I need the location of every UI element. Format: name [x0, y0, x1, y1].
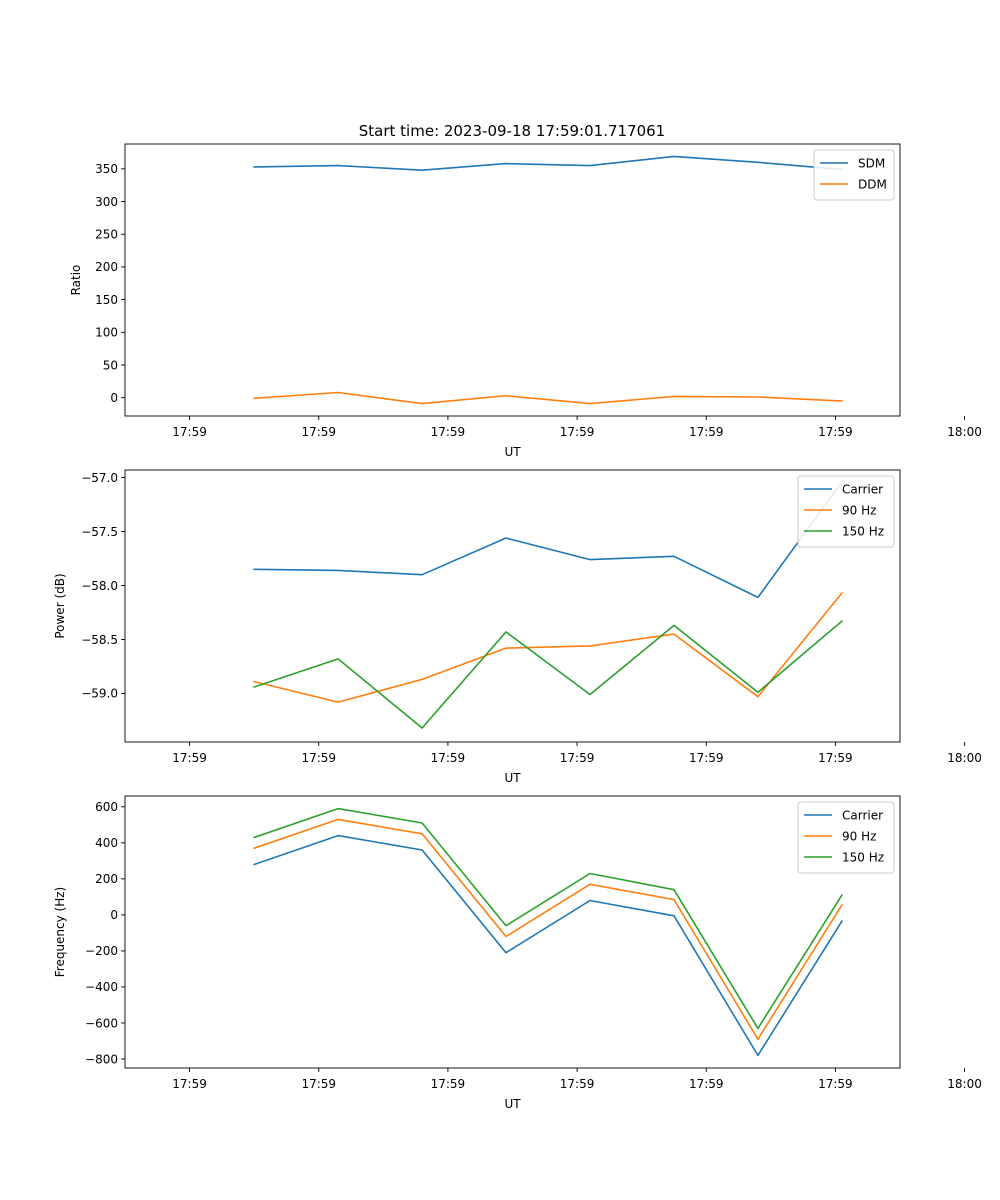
x-tick-label: 17:59	[689, 425, 724, 439]
y-tick-label: 200	[95, 872, 118, 886]
series-line-150-hz	[253, 619, 844, 729]
y-tick-label: 600	[95, 800, 118, 814]
figure-title: Start time: 2023-09-18 17:59:01.717061	[359, 122, 665, 140]
x-tick-label: 17:59	[301, 751, 336, 765]
chart-panel-2: 17:59 17:59 17:59 17:59 17:59 17:59 18:00 −59.0…	[53, 469, 982, 785]
x-tick-label: 17:59	[560, 751, 595, 765]
x-tick-label: 17:59	[301, 425, 336, 439]
x-tick-label: 17:59	[689, 751, 724, 765]
legend-label: 150 Hz	[842, 850, 884, 864]
y-tick-label: 50	[103, 358, 118, 372]
y-tick-label: 0	[110, 391, 118, 405]
chart-panel-1: 17:59 17:59 17:59 17:59 17:59 17:59 18:00 0 50 10…	[69, 143, 982, 459]
y-tick-label: 200	[95, 260, 118, 274]
legend-box	[797, 475, 895, 548]
legend-label: 90 Hz	[842, 829, 876, 843]
y-tick-label: 400	[95, 836, 118, 850]
legend: SDM DDM	[813, 149, 895, 201]
legend-box	[797, 801, 895, 874]
x-axis-label: UT	[504, 445, 521, 459]
y-axis-label: Power (dB)	[53, 573, 67, 638]
y-tick-label: 0	[110, 908, 118, 922]
chart-panel-3: 17:59 17:59 17:59 17:59 17:59 17:59 18:00 −800 −…	[53, 795, 982, 1111]
series-line-ddm	[253, 391, 843, 405]
series-line-carrier	[253, 480, 844, 599]
x-axis-label: UT	[504, 771, 521, 785]
legend-label: Carrier	[842, 808, 883, 822]
x-tick-label: 18:00	[947, 1077, 982, 1091]
y-tick-label: 350	[95, 162, 118, 176]
y-tick-label: −800	[85, 1052, 118, 1066]
x-axis-label: UT	[504, 1097, 521, 1111]
y-tick-label: −59.0	[81, 687, 118, 701]
legend: Carrier 90 Hz 150 Hz	[797, 475, 895, 548]
x-tick-label: 17:59	[301, 1077, 336, 1091]
x-tick-label: 17:59	[431, 1077, 466, 1091]
y-tick-label: −57.5	[81, 525, 118, 539]
x-tick-label: 17:59	[818, 1077, 853, 1091]
x-tick-label: 17:59	[172, 751, 207, 765]
x-tick-label: 17:59	[431, 425, 466, 439]
series-line-carrier	[253, 834, 844, 1057]
series-line-90-hz	[253, 818, 844, 1040]
legend: Carrier 90 Hz 150 Hz	[797, 801, 895, 874]
x-tick-label: 17:59	[560, 425, 595, 439]
axes-frame	[124, 469, 901, 743]
y-tick-label: 300	[95, 195, 118, 209]
x-tick-label: 18:00	[947, 751, 982, 765]
x-tick-label: 17:59	[172, 425, 207, 439]
series-line-150-hz	[253, 807, 844, 1030]
y-tick-label: −58.5	[81, 633, 118, 647]
x-tick-label: 17:59	[560, 1077, 595, 1091]
y-tick-label: 150	[95, 293, 118, 307]
y-tick-label: 100	[95, 326, 118, 340]
legend-label: Carrier	[842, 482, 883, 496]
x-tick-label: 17:59	[689, 1077, 724, 1091]
y-tick-label: 250	[95, 228, 118, 242]
y-tick-label: −400	[85, 980, 118, 994]
axes-frame	[124, 143, 901, 417]
axes-frame	[124, 795, 901, 1069]
legend-label: DDM	[858, 177, 887, 191]
legend-label: SDM	[858, 156, 885, 170]
x-tick-label: 17:59	[431, 751, 466, 765]
legend-label: 150 Hz	[842, 524, 884, 538]
x-tick-label: 17:59	[172, 1077, 207, 1091]
x-tick-label: 17:59	[818, 425, 853, 439]
y-tick-label: −58.0	[81, 579, 118, 593]
y-axis-label: Ratio	[69, 265, 83, 296]
y-tick-label: −57.0	[81, 471, 118, 485]
legend-label: 90 Hz	[842, 503, 876, 517]
y-axis-label: Frequency (Hz)	[53, 887, 67, 978]
y-tick-label: −200	[85, 944, 118, 958]
x-tick-label: 17:59	[818, 751, 853, 765]
series-line-sdm	[253, 155, 843, 171]
x-tick-label: 18:00	[947, 425, 982, 439]
series-line-90-hz	[253, 591, 844, 703]
y-tick-label: −600	[85, 1016, 118, 1030]
